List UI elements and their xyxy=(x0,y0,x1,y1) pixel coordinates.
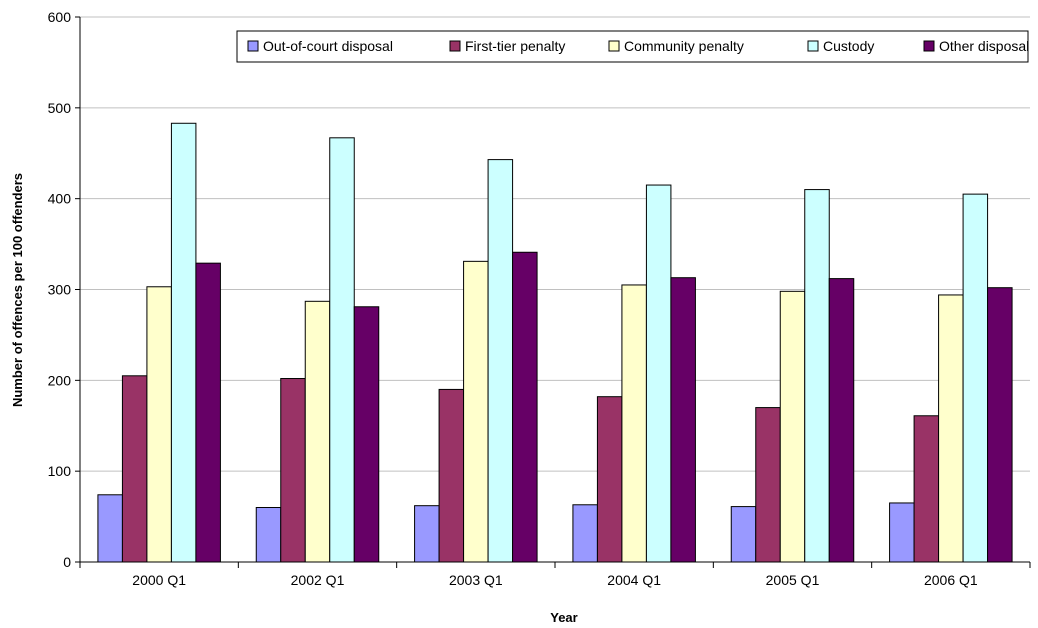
x-tick-label: 2000 Q1 xyxy=(132,572,186,588)
bar-community-penalty-2004-q1 xyxy=(621,284,647,563)
bar-community-penalty-2003-q1 xyxy=(463,260,489,563)
bar-custody-2000-q1 xyxy=(170,122,197,563)
bar-other-disposal-2004-q1 xyxy=(670,277,696,563)
y-tick-label: 200 xyxy=(48,372,72,388)
legend-label: Custody xyxy=(823,38,874,54)
y-tick-label: 100 xyxy=(48,463,72,479)
x-tick-label: 2003 Q1 xyxy=(449,572,503,588)
bar-custody-2002-q1 xyxy=(329,137,355,563)
legend-label: Out-of-court disposal xyxy=(263,38,393,54)
bar-first-tier-penalty-2003-q1 xyxy=(438,388,465,563)
y-tick-labels: 0 100 200 300 400 500 600 xyxy=(48,9,72,570)
bar-out-of-court-disposal-2005-q1 xyxy=(730,506,757,563)
bar-other-disposal-2006-q1 xyxy=(987,287,1013,563)
bar-custody-2003-q1 xyxy=(487,159,514,563)
legend: Out-of-court disposal First-tier penalty C… xyxy=(236,30,1029,63)
legend-label: Community penalty xyxy=(624,38,744,54)
legend-label: Other disposal xyxy=(939,38,1029,54)
bar-community-penalty-2006-q1 xyxy=(938,294,964,563)
bar-community-penalty-2005-q1 xyxy=(779,290,806,563)
x-tick-labels: 2000 Q1 2002 Q1 2003 Q1 2004 Q1 2005 Q1 2006 … xyxy=(132,572,978,588)
y-axis-title: Number of offences per 100 offenders xyxy=(10,173,25,407)
bar-other-disposal-2005-q1 xyxy=(828,278,855,563)
x-tick-label: 2006 Q1 xyxy=(924,572,978,588)
bar-first-tier-penalty-2005-q1 xyxy=(755,407,781,563)
y-tick-label: 300 xyxy=(48,282,72,298)
bar-community-penalty-2002-q1 xyxy=(304,300,331,563)
bar-out-of-court-disposal-2004-q1 xyxy=(572,504,598,563)
y-tick-label: 0 xyxy=(63,554,71,570)
legend-swatch xyxy=(449,40,461,52)
legend-label: First-tier penalty xyxy=(465,38,565,54)
bar-custody-2004-q1 xyxy=(645,184,672,563)
bar-custody-2006-q1 xyxy=(962,193,989,563)
x-tick-label: 2005 Q1 xyxy=(766,572,820,588)
bar-first-tier-penalty-2004-q1 xyxy=(596,396,623,563)
legend-swatch xyxy=(807,40,819,52)
bar-other-disposal-2002-q1 xyxy=(353,306,380,563)
legend-box xyxy=(236,30,1029,63)
legend-swatch xyxy=(923,40,935,52)
y-tick-label: 600 xyxy=(48,9,72,25)
bar-out-of-court-disposal-2002-q1 xyxy=(255,507,282,563)
legend-swatch xyxy=(608,40,620,52)
x-axis-title: Year xyxy=(550,610,577,625)
legend-swatch xyxy=(247,40,259,52)
bar-out-of-court-disposal-2003-q1 xyxy=(414,505,440,563)
x-tick-label: 2004 Q1 xyxy=(607,572,661,588)
bar-first-tier-penalty-2002-q1 xyxy=(280,378,306,563)
y-tick-label: 500 xyxy=(48,100,72,116)
bars xyxy=(97,122,1013,563)
axes xyxy=(75,16,1031,568)
bar-community-penalty-2000-q1 xyxy=(146,286,172,563)
bar-first-tier-penalty-2000-q1 xyxy=(121,375,148,563)
bar-other-disposal-2000-q1 xyxy=(195,262,221,563)
y-tick-label: 400 xyxy=(48,191,72,207)
bar-out-of-court-disposal-2000-q1 xyxy=(97,494,123,563)
gridlines xyxy=(80,16,1030,472)
bar-out-of-court-disposal-2006-q1 xyxy=(889,502,915,563)
x-tick-label: 2002 Q1 xyxy=(291,572,345,588)
bar-other-disposal-2003-q1 xyxy=(512,251,538,563)
bar-first-tier-penalty-2006-q1 xyxy=(913,415,940,563)
bar-custody-2005-q1 xyxy=(804,189,830,563)
